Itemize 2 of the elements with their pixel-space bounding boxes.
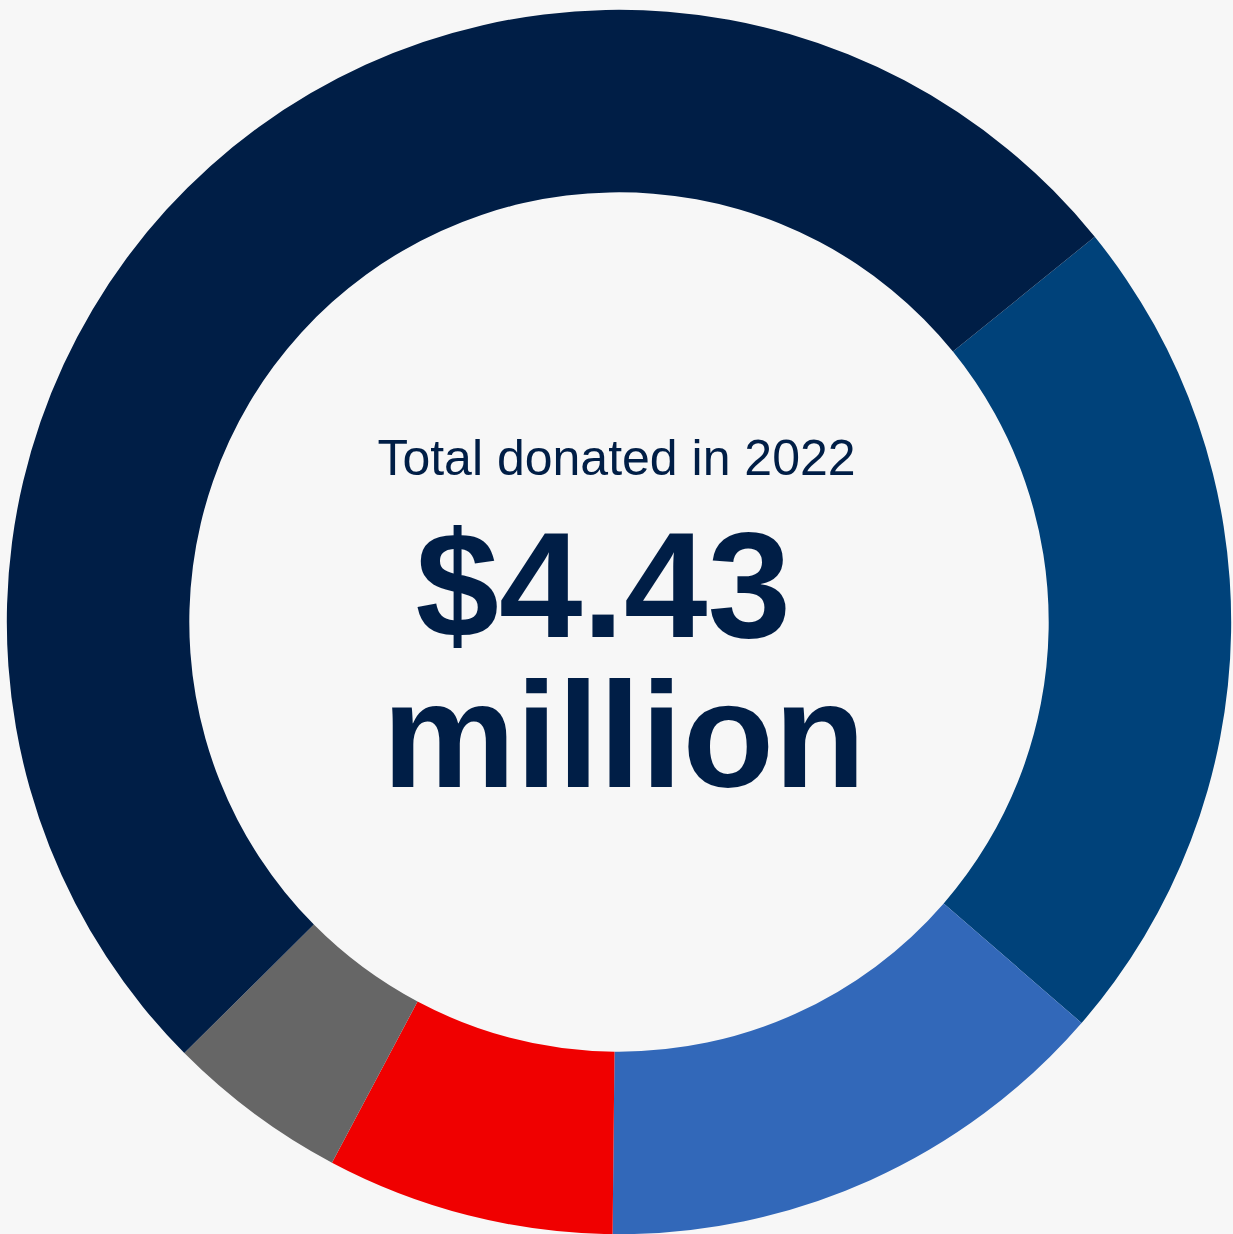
text: $4.43 million (382, 501, 866, 819)
text: Total donated in 2022 (377, 430, 856, 486)
